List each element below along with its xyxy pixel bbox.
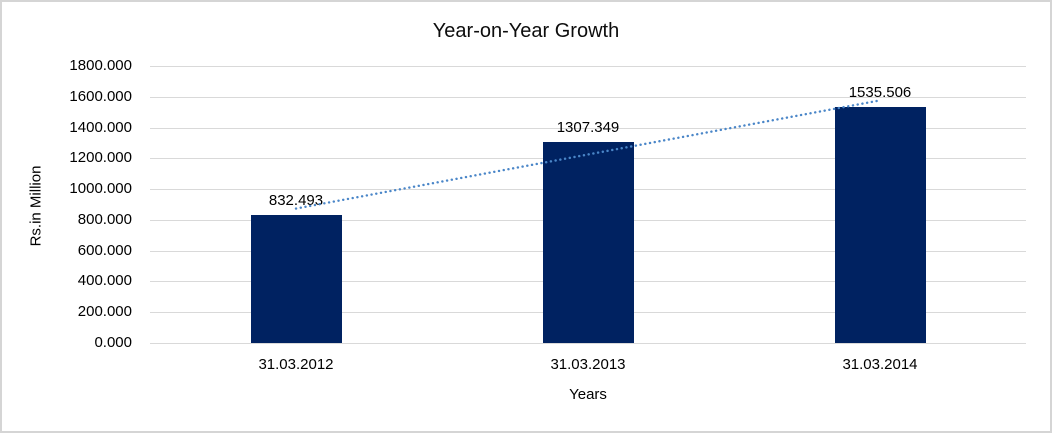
trendline — [294, 99, 882, 210]
y-tick-label: 0.000 — [94, 334, 132, 351]
y-tick-label: 400.000 — [77, 272, 132, 290]
bar-value-label: 832.493 — [268, 191, 324, 209]
y-tick-label: 1000.000 — [69, 180, 132, 198]
bar-value-label: 1307.349 — [556, 118, 620, 136]
plot-area: 832.493 31.03.2012 1307.349 31.03.2013 1535.… — [150, 66, 1026, 373]
bar — [250, 214, 342, 343]
y-tick-label: 1600.000 — [69, 87, 132, 105]
gridline — [150, 343, 1026, 344]
y-tick-label: 1800.000 — [69, 57, 132, 74]
x-tick-label: 31.03.2014 — [842, 356, 918, 373]
gridline — [150, 96, 1026, 98]
x-tick-label: 31.03.2012 — [258, 356, 334, 373]
x-tick-label: 31.03.2013 — [550, 356, 626, 373]
bar — [834, 106, 926, 343]
chart-title: Year-on-Year Growth — [432, 20, 620, 42]
gridline — [150, 127, 1026, 129]
bar — [542, 141, 634, 343]
y-tick-label: 1200.000 — [69, 149, 132, 167]
y-tick-label: 200.000 — [77, 303, 132, 321]
x-axis-title: Years — [569, 386, 607, 403]
y-tick-label: 600.000 — [77, 241, 132, 259]
y-tick-label: 800.000 — [77, 210, 132, 228]
bar-value-label: 1535.506 — [848, 83, 912, 101]
gridline — [150, 66, 1026, 67]
y-axis-tick-labels: 0.000 200.000 400.000 600.000 800.000 1000.00… — [2, 57, 132, 351]
y-tick-label: 1400.000 — [69, 118, 132, 136]
